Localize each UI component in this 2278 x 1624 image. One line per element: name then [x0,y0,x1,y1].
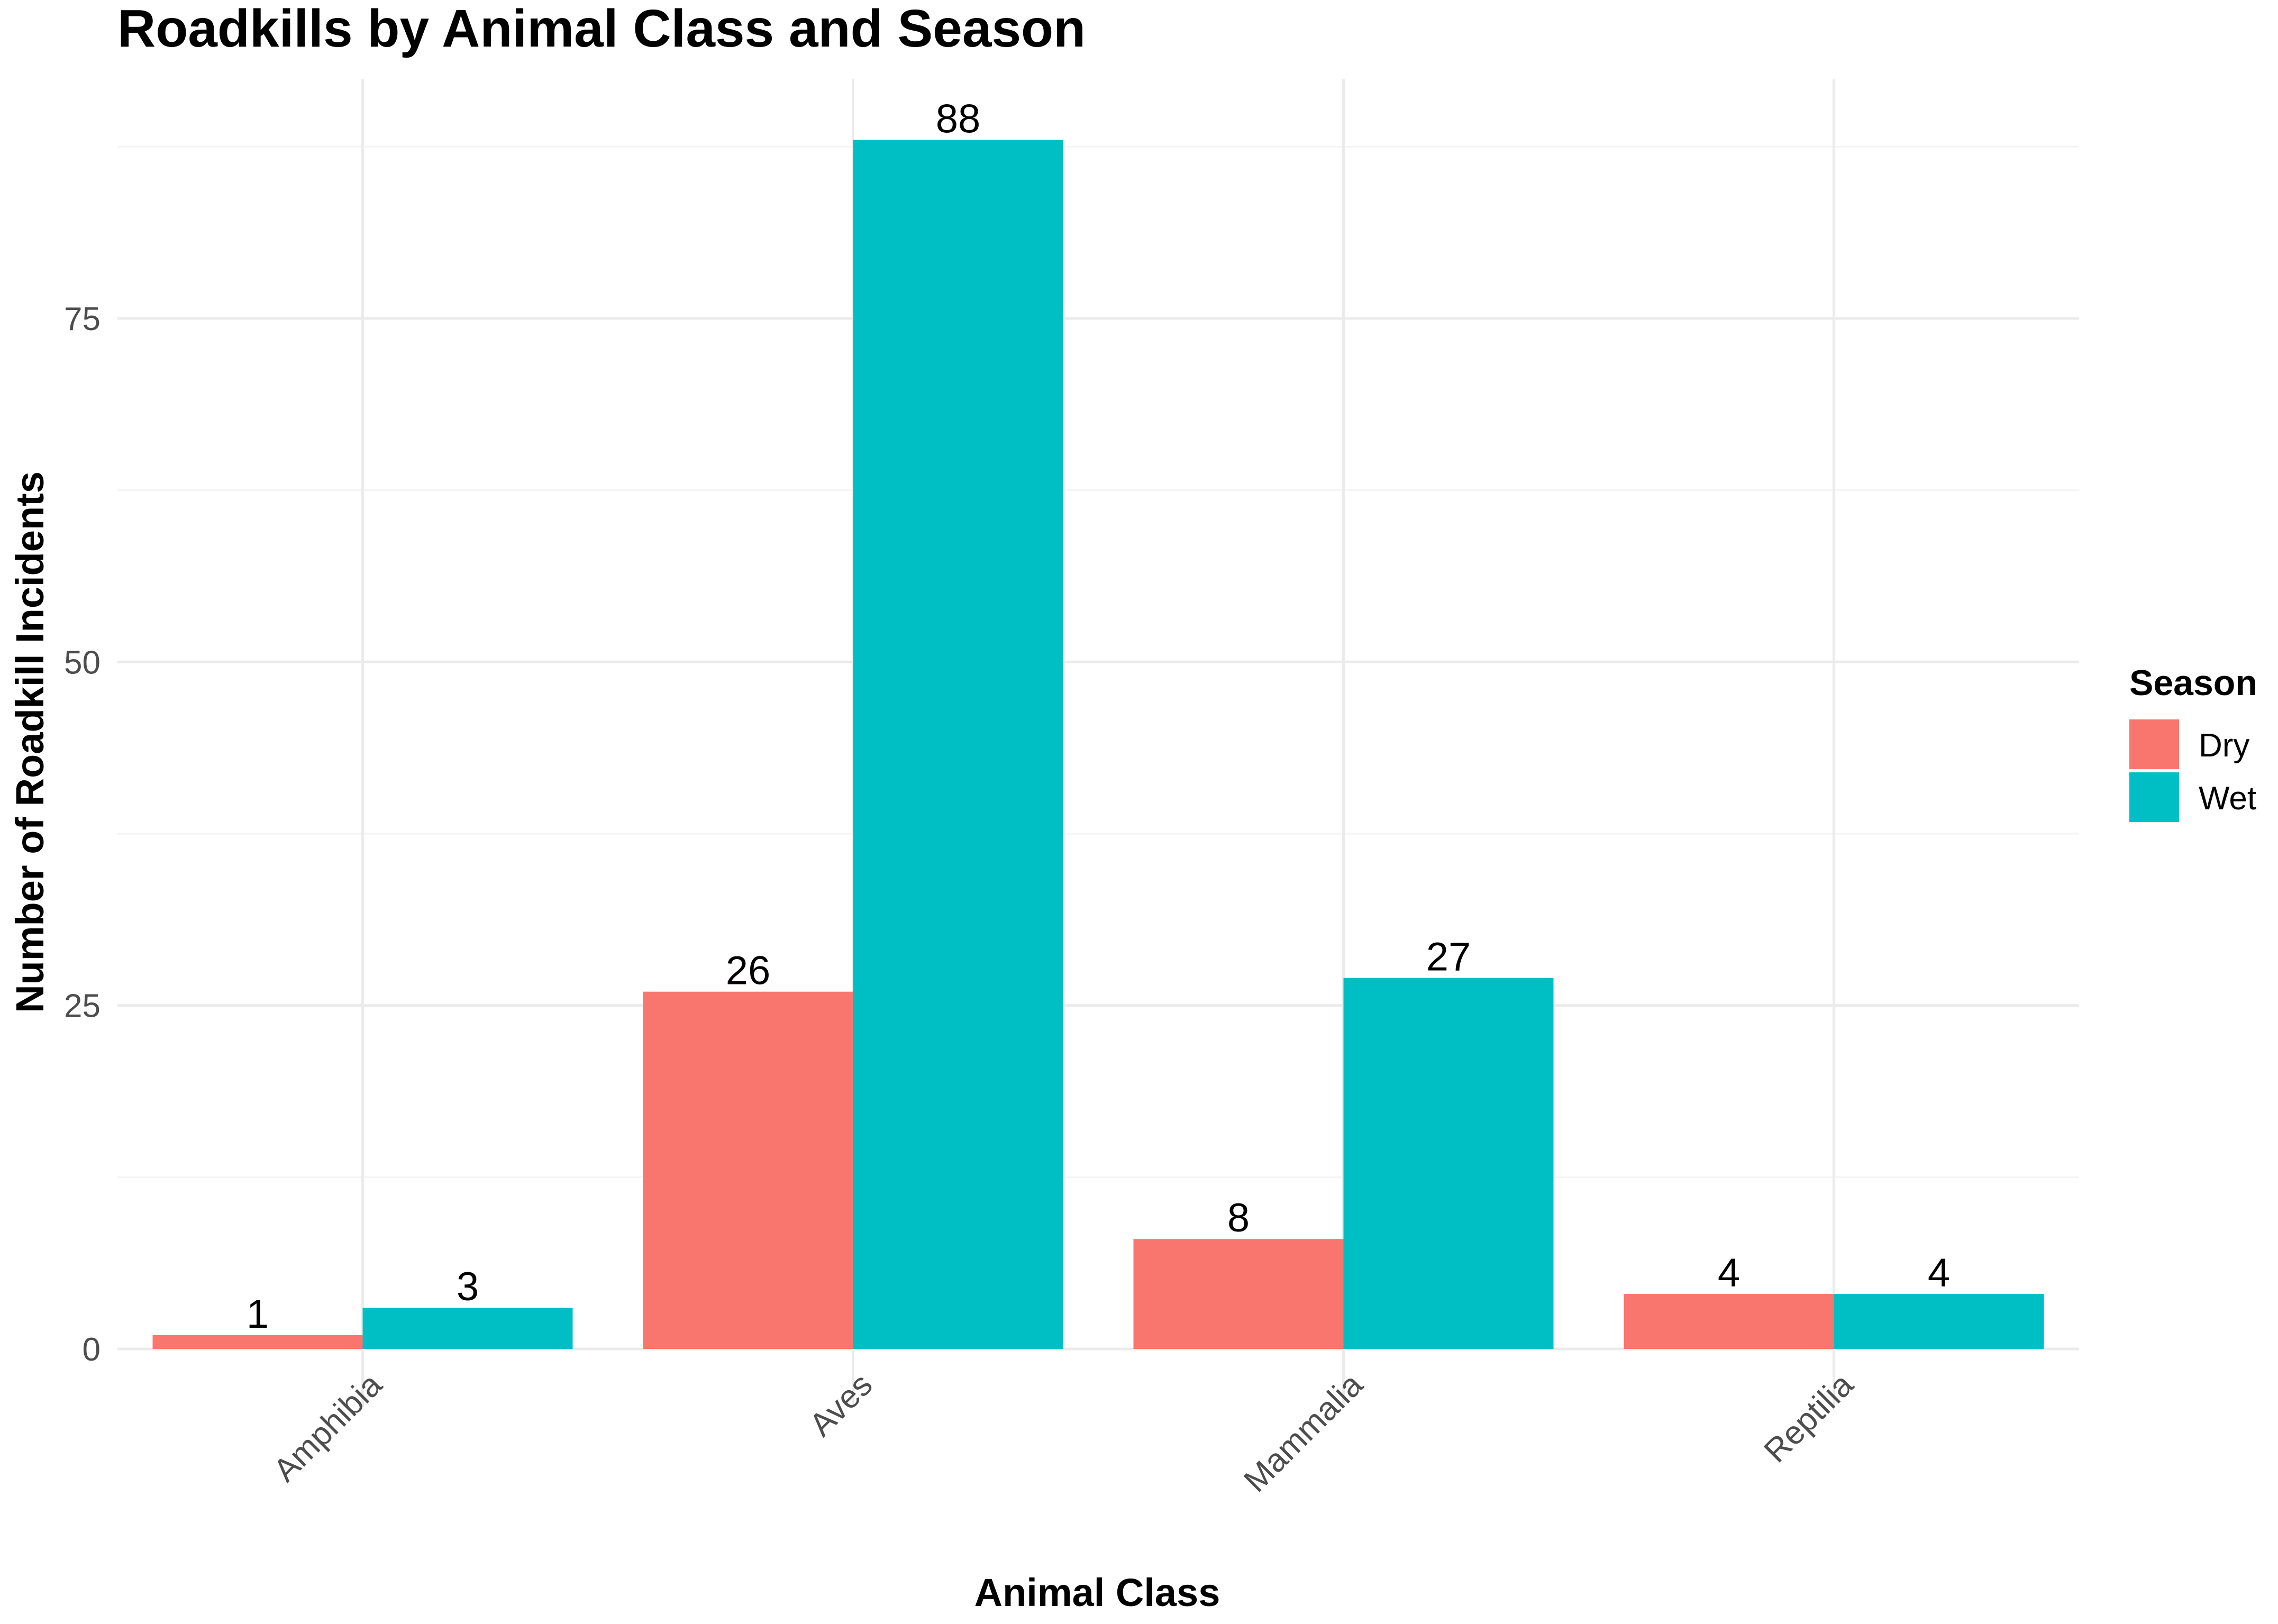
bars [152,140,2044,1349]
bar-reptilia-dry [1624,1294,1834,1349]
bar-aves-wet [853,140,1063,1349]
bar-mammalia-dry [1133,1239,1344,1349]
data-label-mammalia-dry: 8 [1227,1196,1250,1240]
data-label-amphibia-dry: 1 [247,1292,269,1337]
bar-reptilia-wet [1834,1294,2044,1349]
y-tick-label: 25 [64,988,101,1025]
y-tick-label: 75 [64,301,101,337]
bar-mammalia-wet [1343,978,1554,1349]
x-tick-label-reptilia: Reptilia [1757,1366,1860,1470]
data-label-reptilia-dry: 4 [1718,1251,1740,1295]
data-label-amphibia-wet: 3 [457,1264,479,1309]
y-tick-label: 50 [64,644,101,681]
legend: Season Dry Wet [2129,663,2257,822]
x-tick-label-aves: Aves [803,1366,879,1443]
y-axis-ticks: 0 25 50 75 [64,301,101,1368]
data-label-aves-wet: 88 [936,96,981,141]
bar-amphibia-dry [152,1335,363,1349]
legend-label-dry: Dry [2199,727,2249,764]
x-tick-label-mammalia: Mammalia [1237,1366,1370,1499]
y-tick-label: 0 [83,1331,101,1368]
chart-title: Roadkills by Animal Class and Season [117,0,1086,58]
legend-title: Season [2129,663,2257,703]
bar-amphibia-wet [362,1308,573,1349]
legend-swatch-wet [2129,772,2179,822]
x-axis-ticks: Amphibia Aves Mammalia Reptilia [267,1366,1861,1499]
x-axis-title: Animal Class [974,1571,1220,1614]
legend-label-wet: Wet [2199,780,2256,817]
x-tick-label-amphibia: Amphibia [267,1366,389,1489]
data-label-mammalia-wet: 27 [1426,935,1471,980]
bar-aves-dry [643,991,853,1349]
y-axis-title: Number of Roadkill Incidents [8,471,52,1013]
grid [117,79,2079,1407]
legend-swatch-dry [2129,719,2179,769]
data-label-reptilia-wet: 4 [1928,1251,1950,1295]
data-label-aves-dry: 26 [726,948,771,993]
